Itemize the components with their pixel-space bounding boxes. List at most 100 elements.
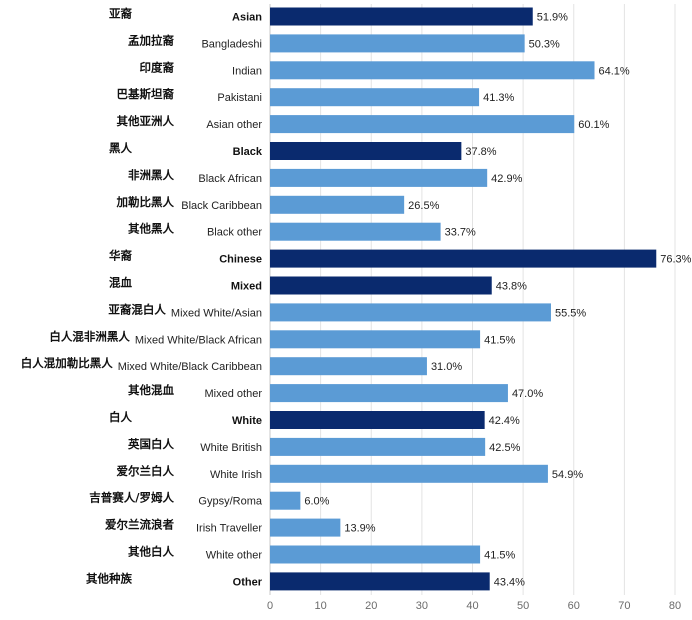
x-tick-label: 50 xyxy=(517,600,529,612)
category-label-en: Mixed other xyxy=(205,388,263,400)
x-tick-label: 10 xyxy=(315,600,327,612)
category-label-en: White British xyxy=(200,442,262,454)
category-label-en: Indian xyxy=(232,65,262,77)
category-label-en: Asian other xyxy=(206,119,262,131)
value-label: 55.5% xyxy=(555,307,586,319)
category-label-cn: 亚裔混白人 xyxy=(108,302,166,316)
bar xyxy=(270,437,486,456)
category-labels: Asian 亚裔 Bangladeshi 孟加拉裔 Indian 印度裔 Pakistani… xyxy=(21,7,263,589)
value-label: 60.1% xyxy=(578,119,609,131)
category-label-en: Other xyxy=(233,576,263,588)
category-label-cn: 白人 xyxy=(109,410,132,424)
category-label-cn: 其他混血 xyxy=(128,383,174,397)
x-tick-label: 60 xyxy=(568,600,580,612)
value-label: 37.8% xyxy=(465,146,496,158)
category-label-en: Chinese xyxy=(219,254,262,266)
bar xyxy=(270,61,595,80)
bar xyxy=(270,168,488,187)
category-label-en: Mixed White/Asian xyxy=(171,307,262,319)
category-label-cn: 巴基斯坦裔 xyxy=(117,87,175,101)
category-label-en: Black Caribbean xyxy=(181,200,262,212)
bar xyxy=(270,384,508,403)
bar xyxy=(270,88,480,107)
bar xyxy=(270,276,492,295)
category-label-cn: 华裔 xyxy=(109,249,132,263)
bar xyxy=(270,330,481,349)
category-label-en: White other xyxy=(206,550,263,562)
bar xyxy=(270,518,341,537)
value-label: 42.5% xyxy=(489,442,520,454)
category-label-cn: 吉普赛人/罗姆人 xyxy=(89,491,174,505)
x-tick-label: 0 xyxy=(267,600,273,612)
category-label-en: Asian xyxy=(232,12,262,24)
category-label-en: Black African xyxy=(198,173,262,185)
bar xyxy=(270,249,657,268)
bar xyxy=(270,34,525,53)
category-label-en: White xyxy=(232,415,262,427)
category-label-cn: 英国白人 xyxy=(127,437,174,451)
bar xyxy=(270,7,533,26)
x-tick-label: 20 xyxy=(365,600,377,612)
category-label-cn: 亚裔 xyxy=(109,7,132,21)
x-tick-label: 40 xyxy=(466,600,478,612)
value-label: 33.7% xyxy=(445,227,476,239)
value-label: 50.3% xyxy=(529,38,560,50)
category-label-en: Mixed xyxy=(231,281,262,293)
value-label: 64.1% xyxy=(599,65,630,77)
category-label-en: Black other xyxy=(207,227,262,239)
value-label: 54.9% xyxy=(552,469,583,481)
category-label-cn: 其他黑人 xyxy=(128,222,174,236)
value-label: 51.9% xyxy=(537,12,568,24)
category-label-cn: 白人混加勒比黑人 xyxy=(21,356,113,370)
value-label: 6.0% xyxy=(304,496,329,508)
value-label: 76.3% xyxy=(660,254,691,266)
bars xyxy=(270,7,657,591)
value-label: 41.5% xyxy=(484,550,515,562)
category-label-en: Irish Traveller xyxy=(196,523,262,535)
x-axis-ticks: 0 10 20 30 40 50 60 70 80 xyxy=(267,600,681,612)
value-label: 47.0% xyxy=(512,388,543,400)
category-label-cn: 加勒比黑人 xyxy=(116,195,175,209)
category-label-cn: 爱尔兰流浪者 xyxy=(105,518,174,532)
value-label: 42.9% xyxy=(491,173,522,185)
bar xyxy=(270,357,427,376)
x-tick-label: 70 xyxy=(618,600,630,612)
category-label-en: Mixed White/Black African xyxy=(135,334,262,346)
x-tick-label: 30 xyxy=(416,600,428,612)
category-label-cn: 白人混非洲黑人 xyxy=(49,329,130,343)
value-label: 41.3% xyxy=(483,92,514,104)
bar xyxy=(270,142,462,160)
bar xyxy=(270,491,301,510)
value-label: 13.9% xyxy=(344,523,375,535)
category-label-cn: 其他亚洲人 xyxy=(117,114,175,128)
category-label-cn: 印度裔 xyxy=(140,60,175,74)
value-label: 43.8% xyxy=(496,281,527,293)
category-label-cn: 黑人 xyxy=(109,141,132,155)
bar xyxy=(270,195,405,214)
category-label-en: White Irish xyxy=(210,469,262,481)
x-tick-label: 80 xyxy=(669,600,681,612)
category-label-en: Black xyxy=(233,146,263,158)
category-label-cn: 其他种族 xyxy=(86,571,132,585)
bar xyxy=(270,222,441,241)
value-label: 26.5% xyxy=(408,200,439,212)
category-label-en: Bangladeshi xyxy=(201,38,262,50)
value-labels: 51.9% 50.3% 64.1% 41.3% 60.1% 37.8% 42.9% 26.5%… xyxy=(304,12,691,589)
category-label-cn: 非洲黑人 xyxy=(128,168,174,182)
category-label-cn: 混血 xyxy=(109,276,132,290)
category-label-cn: 孟加拉裔 xyxy=(128,33,174,47)
bar xyxy=(270,464,548,483)
category-label-en: Gypsy/Roma xyxy=(198,496,262,508)
category-label-cn: 其他白人 xyxy=(128,545,174,559)
category-label-cn: 爱尔兰白人 xyxy=(117,464,175,478)
category-label-en: Mixed White/Black Caribbean xyxy=(118,361,262,373)
value-label: 41.5% xyxy=(484,334,515,346)
bar xyxy=(270,572,490,591)
value-label: 31.0% xyxy=(431,361,462,373)
category-label-en: Pakistani xyxy=(217,92,262,104)
bar xyxy=(270,115,575,134)
bar xyxy=(270,303,551,322)
bar xyxy=(270,545,481,564)
value-label: 43.4% xyxy=(494,576,525,588)
